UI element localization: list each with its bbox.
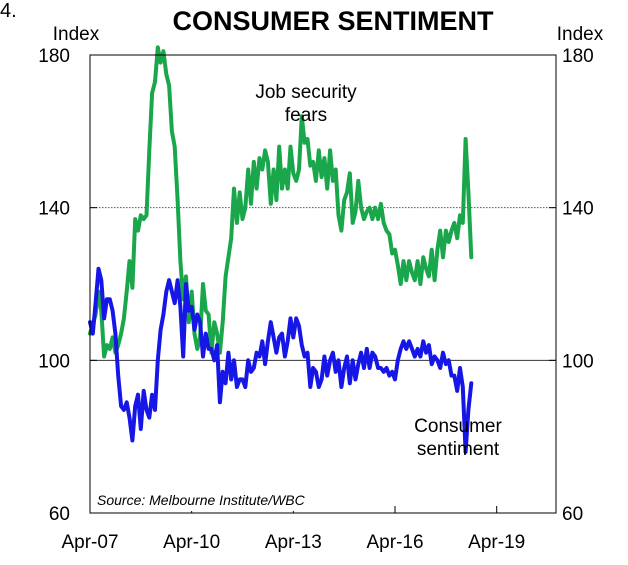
y-axis-left-label: Index <box>53 24 100 45</box>
figure-number: 4. <box>0 0 17 22</box>
x-tick-label: Apr-16 <box>367 532 424 553</box>
y-tick-label-left: 140 <box>38 199 70 220</box>
x-tick-label: Apr-07 <box>61 532 118 553</box>
y-tick-label-right: 140 <box>562 199 594 220</box>
y-tick-label-left: 60 <box>49 504 70 525</box>
axis-ticks: 60 60 100 100 140 140 180 180 Apr-07 Apr-10 Apr-13… <box>38 46 593 553</box>
y-tick-label-right: 60 <box>562 504 583 525</box>
consumer-sentiment-label-line-2: sentiment <box>417 439 500 460</box>
series-line-consumer-sentiment <box>88 266 474 454</box>
job-security-label-line-1: Job security <box>255 82 357 103</box>
source-note: Source: Melbourne Institute/WBC <box>97 492 306 508</box>
source-note-background <box>93 489 333 511</box>
x-tick-label: Apr-19 <box>468 532 525 553</box>
consumer-sentiment-label-line-1: Consumer <box>414 416 502 437</box>
series-lines <box>88 45 474 454</box>
plot-frame <box>89 54 557 514</box>
y-axis-right-label: Index <box>557 24 604 45</box>
y-tick-label-left: 100 <box>38 351 70 372</box>
y-tick-label-right: 100 <box>562 351 594 372</box>
job-security-label-line-2: fears <box>285 105 327 126</box>
y-tick-label-left: 180 <box>38 46 70 67</box>
x-tick-label: Apr-10 <box>163 532 220 553</box>
y-tick-label-right: 180 <box>562 46 594 67</box>
series-line-job-security-fears <box>88 45 474 359</box>
x-tick-label: Apr-13 <box>265 532 322 553</box>
chart-title: CONSUMER SENTIMENT <box>172 6 494 36</box>
